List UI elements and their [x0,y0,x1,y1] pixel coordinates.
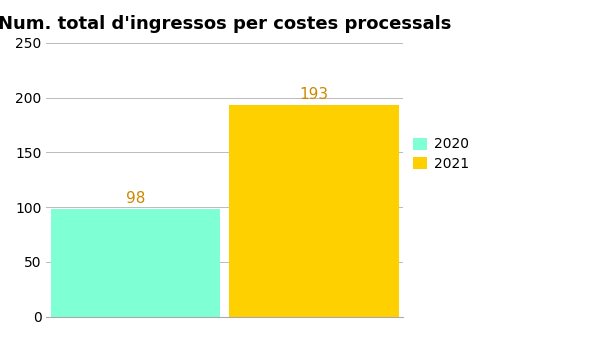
Text: 193: 193 [299,87,329,102]
Text: 98: 98 [126,191,145,206]
Bar [51,209,220,317]
Bar [229,105,399,317]
Legend: 2020, 2021: 2020, 2021 [408,132,474,176]
Title: Num. total d'ingressos per costes processals: Num. total d'ingressos per costes proces… [0,15,451,33]
